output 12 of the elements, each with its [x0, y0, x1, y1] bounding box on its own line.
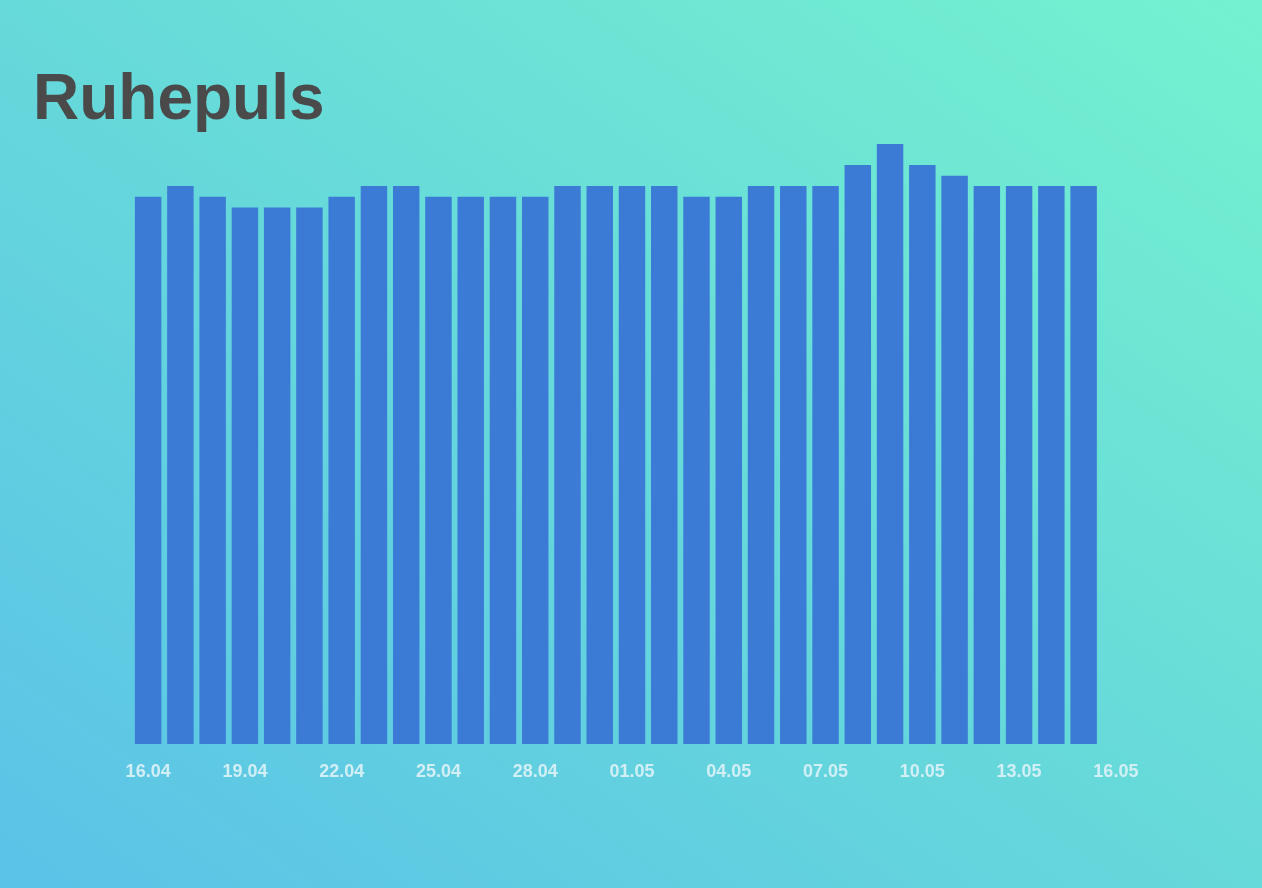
x-tick-label: 16.04	[125, 761, 171, 781]
x-tick-label: 01.05	[609, 761, 655, 781]
x-tick-label: 22.04	[319, 761, 365, 781]
x-tick-label: 07.05	[803, 761, 849, 781]
x-tick-label: 25.04	[415, 761, 461, 781]
x-tick-label: 10.05	[899, 761, 945, 781]
x-tick-label: 16.05	[1093, 761, 1139, 781]
x-tick-label: 04.05	[706, 761, 752, 781]
x-tick-label: 19.04	[222, 761, 268, 781]
chart-title: Ruhepuls	[33, 61, 325, 134]
x-tick-label: 28.04	[512, 761, 558, 781]
x-tick-label: 13.05	[996, 761, 1042, 781]
